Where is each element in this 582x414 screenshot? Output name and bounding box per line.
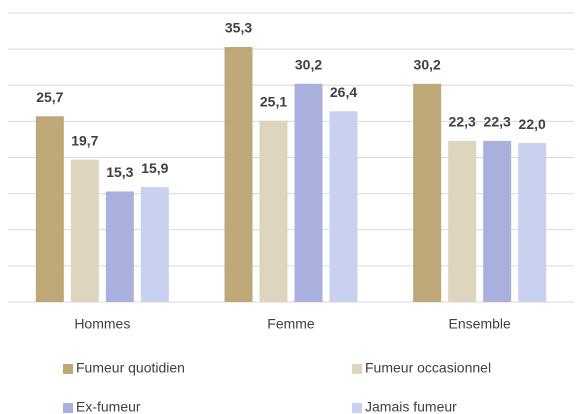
data-label: 30,2 <box>295 57 322 73</box>
bar <box>35 116 64 302</box>
legend-swatch <box>63 403 73 413</box>
bar <box>448 140 477 302</box>
legend-swatch <box>63 364 73 374</box>
data-label: 22,3 <box>449 114 476 130</box>
legend-label: Fumeur quotidien <box>76 360 185 376</box>
data-label: 35,3 <box>225 20 252 36</box>
bar <box>70 159 99 302</box>
bar <box>413 83 442 303</box>
legend-swatch <box>352 364 362 374</box>
bar <box>483 140 512 302</box>
bar <box>329 111 358 302</box>
x-tick-label: Femme <box>267 316 315 332</box>
data-label: 15,9 <box>141 160 168 176</box>
data-label: 15,3 <box>106 164 133 180</box>
data-label: 25,7 <box>36 89 63 105</box>
bar <box>518 143 547 302</box>
x-tick-label: Hommes <box>74 316 130 332</box>
data-label: 19,7 <box>71 132 98 148</box>
data-label: 22,3 <box>484 114 511 130</box>
bar <box>224 46 253 302</box>
legend-label: Ex-fumeur <box>76 399 141 414</box>
data-label: 22,0 <box>519 116 546 132</box>
data-label: 25,1 <box>260 93 287 109</box>
bar <box>140 187 169 302</box>
legend-label: Jamais fumeur <box>365 399 457 414</box>
legend-swatch <box>352 403 362 413</box>
bar <box>259 120 288 302</box>
data-label: 26,4 <box>330 84 357 100</box>
bar <box>294 83 323 303</box>
legend-label: Fumeur occasionnel <box>365 360 491 376</box>
x-tick-label: Ensemble <box>449 316 511 332</box>
data-label: 30,2 <box>414 57 441 73</box>
bar <box>105 191 134 302</box>
